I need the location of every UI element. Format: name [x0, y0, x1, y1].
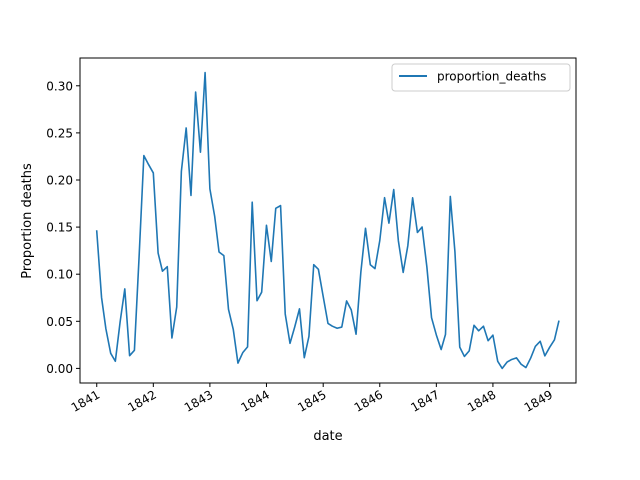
x-axis-label: date — [313, 429, 342, 444]
y-axis-label: Proportion deaths — [20, 163, 35, 279]
y-tick-label: 0.10 — [46, 268, 73, 282]
y-tick-label: 0.15 — [46, 221, 73, 235]
legend-label: proportion_deaths — [437, 70, 546, 84]
y-tick-label: 0.30 — [46, 79, 73, 93]
legend: proportion_deaths — [391, 63, 571, 92]
series-line-proportion-deaths — [95, 71, 560, 370]
legend-box — [391, 63, 571, 92]
y-tick-label: 0.25 — [46, 126, 73, 140]
axes-frame — [79, 57, 577, 384]
y-tick-label: 0.20 — [46, 173, 73, 187]
plot-area — [95, 71, 560, 370]
y-tick-label: 0.05 — [46, 315, 73, 329]
y-tick-label: 0.00 — [46, 362, 73, 376]
